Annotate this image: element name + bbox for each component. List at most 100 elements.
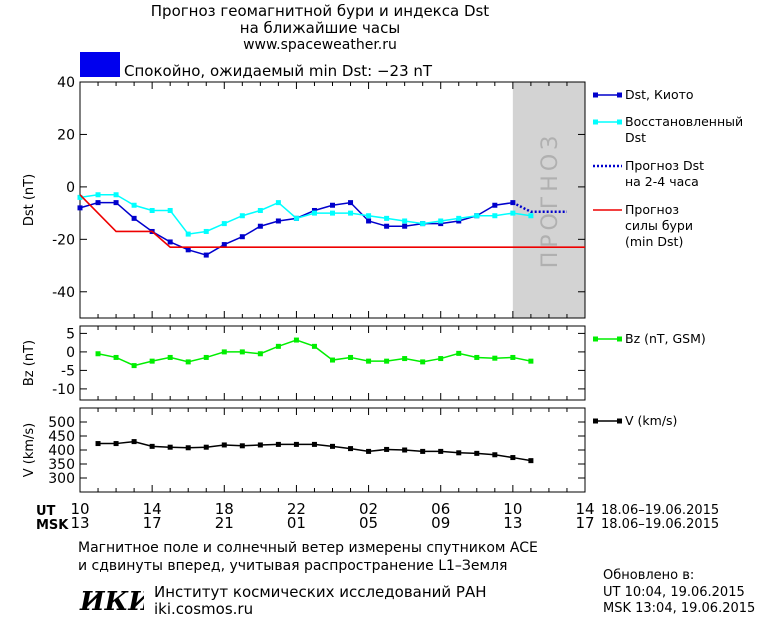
panel-frame-bz	[79, 325, 586, 401]
data-point-dst	[384, 215, 390, 221]
series-line-dst-3	[79, 194, 585, 248]
ut-tick-label: 14	[143, 500, 162, 518]
updated-label: Обновлено в:	[603, 568, 695, 583]
data-point-v	[257, 442, 263, 448]
ut-label: UT	[36, 504, 56, 519]
data-point-bz	[275, 343, 281, 349]
data-point-v	[492, 452, 498, 458]
series-line-dst-2	[512, 201, 567, 214]
data-point-dst	[474, 213, 480, 219]
ut-tick-label: 10	[70, 500, 89, 518]
data-point-v	[438, 448, 444, 454]
data-point-bz	[95, 351, 101, 357]
msk-tick-label: 09	[431, 514, 450, 532]
series-line-dst-1	[79, 194, 532, 235]
data-point-v	[402, 447, 408, 453]
data-point-dst	[113, 200, 119, 206]
data-point-dst	[167, 239, 173, 245]
data-point-bz	[113, 354, 119, 360]
y-tick-label: 20	[57, 127, 75, 143]
legend-swatch-v-marker	[593, 418, 598, 424]
ut-tick-label: 02	[359, 500, 378, 518]
data-point-dst	[131, 215, 137, 221]
data-point-dst	[131, 202, 137, 208]
data-point-v	[348, 446, 354, 452]
msk-tick-label: 17	[143, 514, 162, 532]
forecast-band-label: ПРОГНОЗ	[538, 132, 563, 269]
panel-frame-v	[79, 407, 586, 493]
data-point-dst	[438, 218, 444, 224]
updated-ut: UT 10:04, 19.06.2015	[603, 585, 745, 600]
data-point-dst	[203, 252, 209, 258]
data-point-dst	[366, 218, 372, 224]
data-point-dst	[438, 221, 444, 227]
legend-swatch-dst-kyoto-marker	[617, 92, 622, 98]
msk-label: MSK	[36, 518, 69, 533]
data-point-dst	[149, 207, 155, 213]
data-point-dst	[95, 200, 101, 206]
data-point-dst	[348, 210, 354, 216]
y-axis-label-dst: Dst (nT)	[22, 174, 37, 226]
data-point-bz	[456, 350, 462, 356]
data-point-dst	[77, 205, 83, 211]
note-line-1: Магнитное поле и солнечный ветер измерен…	[78, 540, 538, 556]
data-point-dst	[257, 207, 263, 213]
data-point-bz	[293, 337, 299, 343]
panel-frame-dst	[79, 81, 586, 319]
data-point-bz	[185, 359, 191, 365]
legend-swatch-bz-marker	[617, 336, 622, 342]
ut-tick-label: 22	[287, 500, 306, 518]
data-point-dst	[239, 213, 245, 219]
data-point-bz	[311, 343, 317, 349]
msk-tick-label: 17	[575, 514, 594, 532]
data-point-dst	[257, 223, 263, 229]
y-tick-label: -40	[52, 285, 75, 301]
data-point-dst	[221, 221, 227, 227]
data-point-v	[185, 445, 191, 451]
data-point-dst	[167, 207, 173, 213]
y-tick-label: 5	[66, 326, 75, 342]
y-axis-label-v: V (km/s)	[22, 423, 37, 478]
data-point-bz	[492, 355, 498, 361]
data-point-dst	[492, 202, 498, 208]
data-point-dst	[203, 228, 209, 234]
institute-url[interactable]: iki.cosmos.ru	[154, 600, 254, 618]
data-point-dst	[348, 200, 354, 206]
data-point-bz	[221, 349, 227, 355]
y-tick-label: -20	[52, 232, 75, 248]
data-point-v	[203, 444, 209, 450]
data-point-dst	[402, 223, 408, 229]
data-point-bz	[528, 358, 534, 364]
source-url[interactable]: www.spaceweather.ru	[243, 37, 397, 53]
data-point-bz	[149, 358, 155, 364]
msk-tick-label: 13	[70, 514, 89, 532]
data-point-v	[221, 442, 227, 448]
data-point-bz	[330, 357, 335, 363]
msk-tick-label: 21	[215, 514, 234, 532]
y-tick-label: -10	[52, 382, 75, 398]
data-point-bz	[131, 363, 137, 369]
data-point-bz	[510, 354, 516, 360]
status-color-swatch	[80, 52, 120, 77]
data-point-dst	[510, 210, 516, 216]
data-point-dst	[95, 192, 101, 198]
data-point-dst	[77, 194, 83, 200]
msk-tick-label: 01	[287, 514, 306, 532]
iki-logo[interactable]: ИКИ	[78, 584, 144, 616]
data-point-v	[293, 441, 299, 447]
data-point-bz	[203, 354, 209, 360]
data-point-bz	[384, 358, 390, 364]
ut-tick-label: 14	[575, 500, 594, 518]
data-point-bz	[366, 358, 372, 364]
data-point-dst	[492, 213, 498, 219]
legend-swatch-bz-marker	[593, 336, 598, 342]
data-point-v	[528, 458, 534, 464]
data-point-dst	[113, 192, 119, 198]
data-point-v	[167, 444, 173, 450]
data-point-dst	[384, 223, 390, 229]
data-point-bz	[420, 359, 426, 365]
institute-name: Институт космических исследований РАН	[154, 583, 487, 601]
data-point-v	[113, 441, 119, 447]
legend-label-bz: Bz (nT, GSM)	[625, 331, 706, 346]
legend-label-dst-kyoto: Dst, Киото	[625, 87, 694, 102]
